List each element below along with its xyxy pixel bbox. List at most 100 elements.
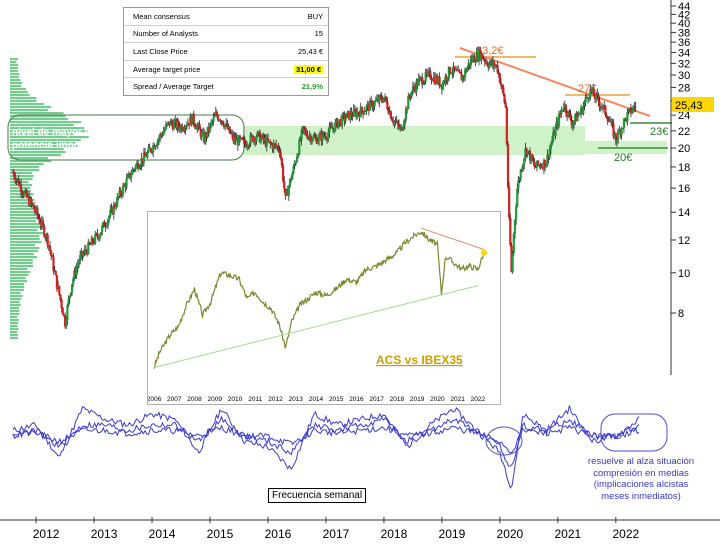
candle-body: [163, 129, 166, 132]
candle-body: [473, 56, 476, 62]
candle-body: [614, 132, 617, 142]
candle-body: [210, 122, 213, 124]
candle-body: [186, 123, 190, 126]
candle-body: [461, 75, 464, 81]
candle-body: [97, 236, 100, 239]
candle-body: [65, 320, 68, 327]
inset-x-tick-label: 2011: [248, 396, 262, 403]
candle-body: [176, 121, 179, 129]
candle-body: [553, 132, 556, 137]
candle-body: [503, 94, 506, 103]
oscillator-line: [12, 415, 640, 467]
inset-x-tick-label: 2018: [390, 396, 405, 403]
candle-body: [457, 69, 460, 72]
candle-body: [422, 83, 425, 85]
candle-body: [182, 129, 185, 131]
candle-body: [569, 113, 572, 121]
candle-body: [162, 131, 165, 136]
candle-body: [496, 64, 499, 73]
candle-body: [43, 225, 46, 237]
candle-body: [474, 61, 477, 63]
candle-body: [545, 164, 548, 168]
candle-body: [204, 133, 207, 143]
candle-body: [197, 124, 200, 127]
candle-body: [21, 191, 24, 194]
candle-body: [504, 102, 507, 108]
volume-bar: [10, 328, 19, 331]
candle-body: [351, 116, 354, 118]
candle-body: [206, 126, 209, 137]
candle-body: [501, 85, 504, 87]
candle-body: [230, 133, 234, 135]
candle-body: [543, 159, 547, 168]
candle-body: [214, 112, 217, 116]
candle-body: [312, 136, 315, 141]
candle-body: [393, 121, 396, 124]
candle-body: [17, 178, 20, 186]
row-value: 15: [314, 29, 323, 39]
candle-body: [579, 107, 583, 114]
x-tick-label: 2019: [439, 527, 466, 541]
oscillator-highlight-2022: [600, 413, 668, 452]
candle-body: [535, 160, 539, 167]
candle-body: [604, 105, 607, 115]
candle-body: [531, 154, 534, 161]
candle-body: [157, 137, 161, 141]
candle-body: [539, 165, 542, 167]
candle-body: [141, 158, 144, 163]
candle-body: [222, 124, 226, 128]
candle-body: [472, 56, 475, 62]
candle-body: [229, 133, 232, 135]
candle-body: [439, 84, 442, 87]
candle-body: [407, 96, 410, 110]
support-zone-band: [243, 126, 585, 155]
candle-body: [415, 81, 418, 92]
candle-body: [313, 136, 316, 138]
candle-body: [385, 96, 388, 102]
candle-body: [338, 119, 341, 122]
candle-body: [518, 179, 521, 181]
candle-body: [90, 238, 93, 245]
candle-body: [82, 252, 85, 256]
inset-x-tick-label: 2010: [228, 396, 243, 403]
candle-body: [302, 126, 306, 130]
row-label: Number of Analysts: [133, 29, 199, 39]
candle-body: [119, 190, 122, 195]
candle-body: [241, 137, 244, 140]
candle-body: [46, 234, 49, 246]
x-tick-label: 2022: [612, 527, 639, 541]
candle-body: [236, 138, 239, 146]
frequency-label: Frecuencia semanal: [268, 488, 367, 503]
candle-body: [390, 118, 394, 121]
candle-body: [495, 64, 498, 66]
row-label: Average target price: [133, 64, 201, 74]
volume-bar: [10, 109, 49, 112]
candle-body: [430, 78, 433, 81]
candle-body: [191, 113, 194, 125]
candle-body: [454, 69, 457, 71]
candle-body: [211, 121, 214, 123]
candle-body: [297, 154, 300, 157]
inset-series-line: [421, 227, 485, 250]
candle-body: [24, 190, 27, 193]
candle-body: [118, 190, 121, 197]
volume-bar: [10, 232, 43, 235]
candle-body: [484, 61, 488, 63]
volume-bar: [10, 244, 36, 247]
candle-body: [150, 151, 154, 153]
candle-body: [159, 133, 162, 138]
candle-body: [419, 77, 423, 79]
analyst-consensus-table: Mean consensus BUY Number of Analysts 15…: [123, 7, 329, 96]
candle-body: [346, 111, 350, 113]
candle-body: [208, 123, 212, 132]
candle-body: [525, 148, 528, 155]
candle-body: [51, 255, 54, 257]
candle-body: [560, 110, 563, 115]
candle-body: [217, 116, 220, 121]
candle-body: [73, 270, 76, 279]
candle-body: [355, 110, 358, 117]
candle-body: [15, 179, 18, 181]
candle-body: [103, 221, 106, 228]
candle-body: [477, 49, 481, 61]
candle-body: [425, 72, 428, 75]
